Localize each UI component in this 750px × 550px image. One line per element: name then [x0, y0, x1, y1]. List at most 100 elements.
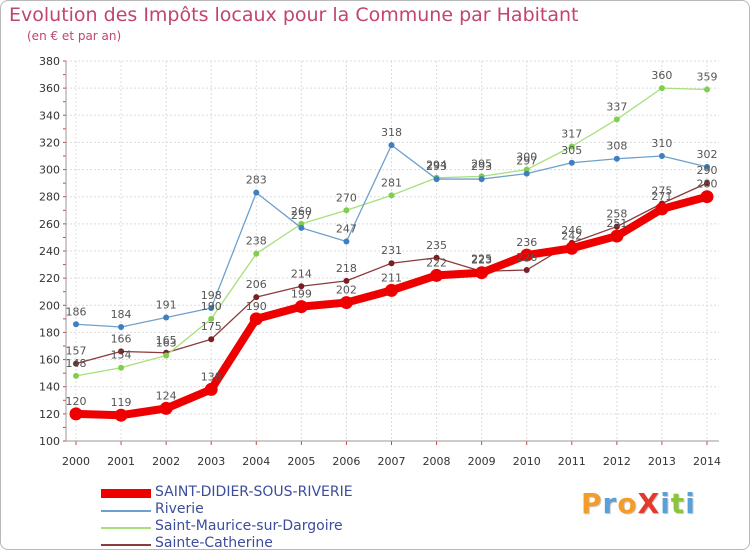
x-tick-label: 2005 — [287, 455, 315, 468]
logo-letter: X — [637, 487, 661, 520]
data-label-2: 281 — [381, 176, 402, 189]
legend-label-saint-maurice: Saint-Maurice-sur-Dargoire — [155, 518, 343, 534]
y-tick-label: 160 — [39, 354, 60, 367]
legend-item-saint-maurice: Saint-Maurice-sur-Dargoire — [101, 518, 421, 536]
data-label-3: 225 — [471, 252, 492, 265]
y-tick-label: 140 — [39, 381, 60, 394]
data-point-2 — [388, 192, 395, 199]
data-point-1 — [388, 142, 395, 149]
data-label-0: 190 — [246, 300, 267, 313]
data-point-0 — [249, 312, 263, 326]
data-point-2 — [163, 352, 170, 359]
data-label-0: 202 — [336, 284, 357, 297]
data-label-1: 305 — [561, 144, 582, 157]
data-label-3: 165 — [156, 334, 177, 347]
data-point-3 — [433, 254, 440, 261]
data-label-0: 280 — [697, 178, 718, 191]
legend-swatch-saint-maurice — [101, 527, 151, 529]
data-label-3: 246 — [561, 224, 582, 237]
x-tick-label: 2007 — [378, 455, 406, 468]
data-label-1: 302 — [697, 148, 718, 161]
data-label-0: 223 — [471, 254, 492, 267]
data-point-1 — [253, 189, 260, 196]
x-tick-label: 2003 — [197, 455, 225, 468]
data-point-2 — [208, 315, 215, 322]
data-label-1: 283 — [246, 174, 267, 187]
proxiti-logo: ProXiti — [581, 487, 696, 520]
data-point-0 — [700, 190, 714, 204]
data-point-2 — [658, 85, 665, 92]
data-label-1: 293 — [426, 160, 447, 173]
data-point-0 — [565, 241, 579, 255]
data-label-0: 222 — [426, 256, 447, 269]
data-point-0 — [430, 268, 444, 282]
data-label-3: 275 — [651, 185, 672, 198]
data-label-3: 206 — [246, 278, 267, 291]
data-label-2: 270 — [336, 191, 357, 204]
data-point-0 — [204, 382, 218, 396]
data-label-0: 211 — [381, 271, 402, 284]
data-point-1 — [478, 176, 485, 183]
data-label-2: 190 — [201, 300, 222, 313]
data-label-2: 300 — [516, 151, 537, 164]
data-label-1: 191 — [156, 299, 177, 312]
data-point-2 — [343, 207, 350, 214]
data-label-1: 186 — [66, 305, 87, 318]
data-point-3 — [208, 336, 215, 343]
legend-swatch-riverie — [101, 510, 151, 512]
data-label-0: 271 — [651, 190, 672, 203]
x-tick-label: 2009 — [468, 455, 496, 468]
data-label-2: 295 — [471, 157, 492, 170]
y-tick-label: 380 — [39, 55, 60, 68]
data-point-2 — [613, 116, 620, 123]
data-label-2: 148 — [66, 357, 87, 370]
data-label-2: 163 — [156, 337, 177, 350]
data-point-2 — [118, 364, 125, 371]
data-point-0 — [114, 408, 128, 422]
data-point-0 — [159, 401, 173, 415]
data-label-2: 154 — [111, 349, 132, 362]
data-point-3 — [523, 267, 530, 273]
x-tick-label: 2004 — [242, 455, 270, 468]
y-tick-label: 100 — [39, 435, 60, 448]
legend-item-riverie: Riverie — [101, 501, 421, 519]
data-label-1: 198 — [201, 289, 222, 302]
y-tick-label: 240 — [39, 245, 60, 258]
logo-letter: P — [581, 487, 603, 520]
y-tick-label: 280 — [39, 191, 60, 204]
data-label-1: 310 — [651, 137, 672, 150]
data-point-0 — [294, 300, 308, 314]
data-point-3 — [343, 277, 350, 284]
data-label-3: 175 — [201, 320, 222, 333]
y-tick-label: 300 — [39, 164, 60, 177]
data-point-3 — [118, 348, 125, 355]
data-point-0 — [610, 229, 624, 243]
data-label-2: 317 — [561, 128, 582, 141]
y-tick-label: 360 — [39, 82, 60, 95]
y-tick-label: 200 — [39, 299, 60, 312]
y-tick-label: 220 — [39, 272, 60, 285]
data-label-2: 359 — [697, 71, 718, 84]
data-label-2: 360 — [651, 69, 672, 82]
data-point-3 — [613, 223, 620, 230]
x-tick-label: 2006 — [332, 455, 360, 468]
x-tick-label: 2014 — [693, 455, 721, 468]
x-tick-label: 2012 — [603, 455, 631, 468]
chart-title: Evolution des Impôts locaux pour la Comm… — [9, 4, 579, 26]
x-tick-label: 2001 — [107, 455, 135, 468]
y-tick-label: 120 — [39, 408, 60, 421]
data-point-1 — [658, 153, 665, 159]
data-point-3 — [388, 260, 395, 267]
y-tick-label: 180 — [39, 326, 60, 339]
data-point-1 — [298, 224, 305, 231]
data-point-1 — [523, 170, 530, 177]
data-point-1 — [613, 155, 620, 162]
data-point-1 — [568, 159, 575, 166]
logo-letter: i — [660, 487, 671, 520]
x-tick-label: 2011 — [558, 455, 586, 468]
data-label-2: 337 — [606, 100, 627, 113]
data-label-1: 297 — [516, 155, 537, 168]
data-point-1 — [118, 324, 125, 330]
data-label-2: 294 — [426, 159, 447, 172]
